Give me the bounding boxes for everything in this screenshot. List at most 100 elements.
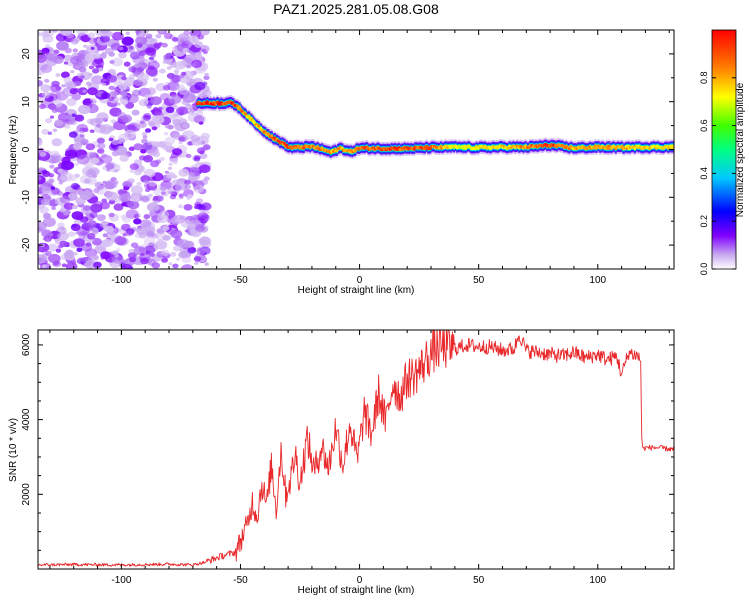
noise-blob xyxy=(119,193,132,202)
noise-blob xyxy=(65,262,78,269)
spectrogram-ytick-label: 0 xyxy=(21,146,32,152)
noise-blob xyxy=(201,48,206,53)
noise-blob xyxy=(139,120,145,125)
noise-blob xyxy=(140,175,151,183)
noise-blob xyxy=(132,73,138,77)
noise-blob xyxy=(163,234,172,241)
noise-blob xyxy=(48,178,55,183)
noise-blob xyxy=(47,243,58,252)
noise-blob xyxy=(183,204,193,211)
ridge-point xyxy=(353,149,357,153)
noise-blob xyxy=(118,46,124,51)
noise-blob xyxy=(129,169,135,173)
noise-blob xyxy=(173,160,178,165)
noise-blob xyxy=(133,143,143,151)
noise-blob xyxy=(149,252,155,257)
noise-blob xyxy=(159,156,165,162)
noise-blob xyxy=(193,256,202,262)
noise-blob xyxy=(160,141,173,151)
noise-blob xyxy=(89,129,95,133)
noise-blob xyxy=(38,80,43,87)
noise-blob xyxy=(57,168,63,173)
noise-blob xyxy=(195,162,201,166)
noise-blob xyxy=(143,112,152,119)
noise-blob xyxy=(90,157,100,164)
noise-blob xyxy=(79,134,84,138)
noise-blob xyxy=(194,205,199,209)
noise-blob xyxy=(39,206,49,214)
ridge-point xyxy=(257,124,261,128)
noise-blob xyxy=(178,136,186,142)
noise-blob xyxy=(76,123,89,133)
noise-blob xyxy=(178,168,190,177)
noise-blob xyxy=(184,183,189,187)
noise-blob xyxy=(59,207,66,213)
noise-blob xyxy=(145,33,153,39)
noise-blob xyxy=(54,119,64,127)
noise-blob xyxy=(81,243,93,252)
snr-ticks: -100 -50 0 50 100 2000 4000 6000 xyxy=(21,330,674,586)
noise-blob xyxy=(147,259,157,266)
noise-blob xyxy=(194,261,199,265)
noise-blob xyxy=(186,141,193,146)
noise-blob xyxy=(169,75,181,84)
noise-blob xyxy=(160,249,170,256)
noise-blob xyxy=(150,96,162,106)
noise-blob xyxy=(195,158,200,162)
noise-blob xyxy=(66,98,77,107)
spectrogram-ytick-label: 20 xyxy=(21,48,32,60)
noise-blob xyxy=(144,250,151,255)
noise-blob xyxy=(146,226,156,233)
spectrogram-ytick-label: -20 xyxy=(21,237,32,252)
noise-blob xyxy=(108,137,114,142)
noise-blob xyxy=(41,128,49,135)
noise-blob xyxy=(127,266,133,269)
noise-blob xyxy=(53,55,64,64)
noise-blob xyxy=(89,211,98,218)
noise-blob xyxy=(41,264,47,268)
noise-blob xyxy=(39,103,46,110)
noise-blob xyxy=(108,212,115,218)
noise-blob xyxy=(110,119,117,124)
noise-blob xyxy=(41,229,52,238)
noise-blob xyxy=(192,105,198,110)
noise-blob xyxy=(150,109,156,113)
noise-blob xyxy=(55,73,61,77)
noise-blob xyxy=(199,30,210,36)
noise-blob xyxy=(76,257,86,265)
noise-blob xyxy=(128,45,134,50)
noise-blob xyxy=(73,238,85,248)
noise-blob xyxy=(121,264,133,269)
noise-blob xyxy=(163,32,173,40)
noise-blob xyxy=(194,81,206,91)
noise-blob xyxy=(93,261,102,268)
noise-blob xyxy=(186,197,191,200)
noise-blob xyxy=(138,247,146,253)
noise-blob xyxy=(123,129,137,140)
noise-blob xyxy=(147,60,160,70)
noise-blob xyxy=(174,72,179,75)
noise-blob xyxy=(48,104,57,111)
noise-blob xyxy=(118,83,128,90)
noise-blob xyxy=(71,224,77,228)
noise-blob xyxy=(96,124,102,128)
noise-blob xyxy=(45,44,50,48)
noise-blob xyxy=(38,62,48,71)
noise-blob xyxy=(66,32,74,39)
noise-blob xyxy=(193,115,205,124)
noise-blob xyxy=(128,248,135,254)
noise-blob xyxy=(51,206,56,210)
noise-blob xyxy=(157,214,169,224)
snr-ytick-label: 4000 xyxy=(21,408,32,431)
noise-blob xyxy=(117,189,125,195)
noise-blob xyxy=(121,36,134,46)
spectrogram-xtick-label: 0 xyxy=(357,275,363,286)
noise-blob xyxy=(169,191,174,195)
noise-blob xyxy=(46,198,58,207)
noise-blob xyxy=(94,185,108,195)
noise-blob xyxy=(78,66,87,73)
spectrogram-noise xyxy=(38,30,212,269)
noise-blob xyxy=(140,148,147,154)
noise-blob xyxy=(56,41,69,51)
noise-blob xyxy=(125,93,139,104)
